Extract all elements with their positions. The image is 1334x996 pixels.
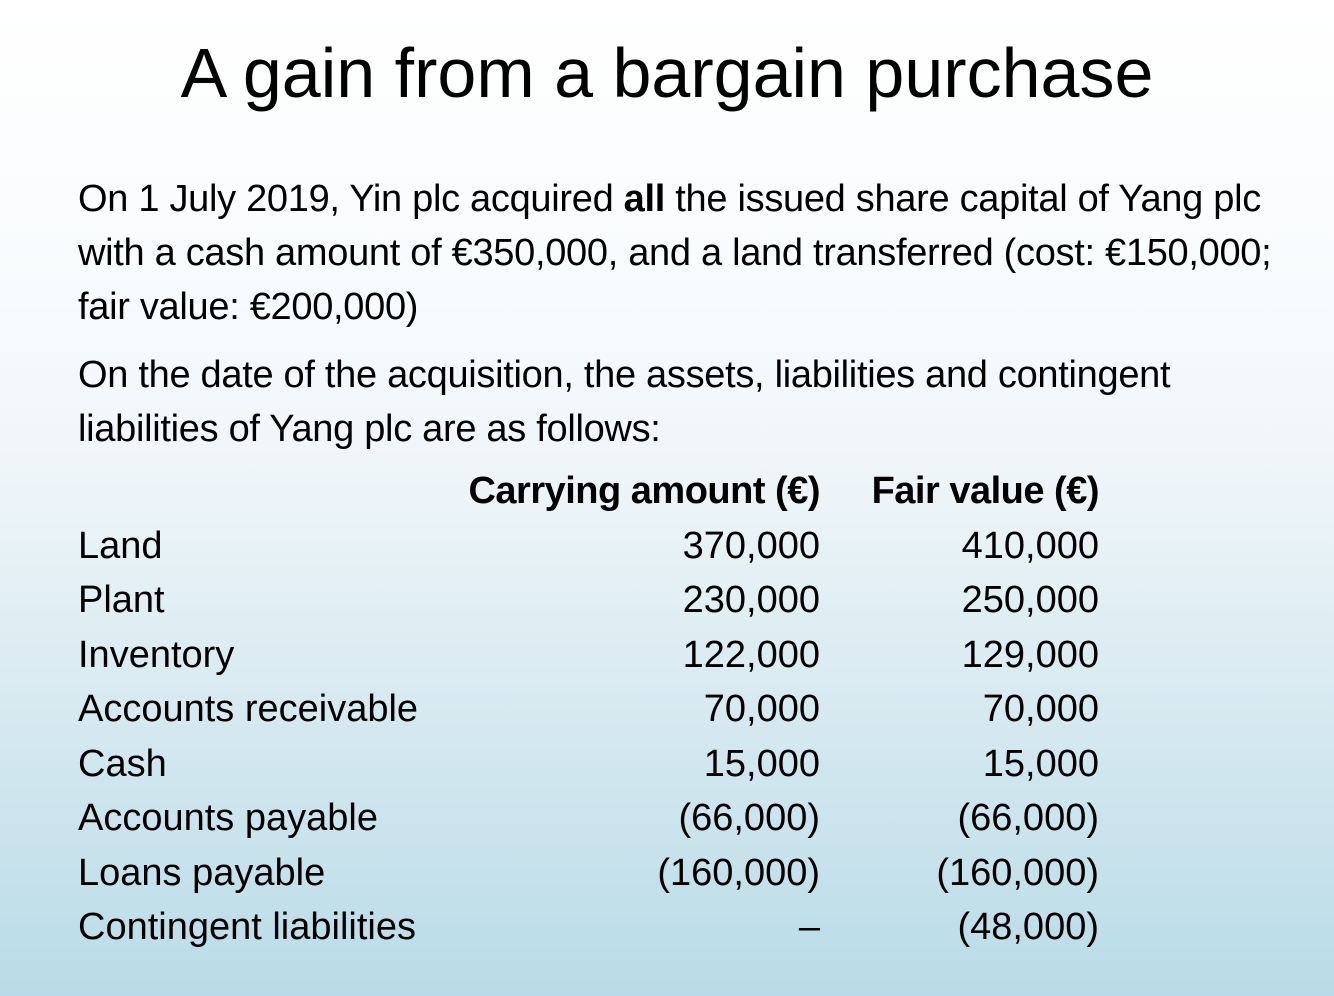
row-carrying-amount: 370,000 — [682, 524, 820, 567]
intro-paragraph: On 1 July 2019, Yin plc acquired all the… — [78, 172, 1308, 334]
acquisition-paragraph: On the date of the acquisition, the asse… — [78, 354, 1171, 450]
table-row: Inventory 122,000 129,000 — [78, 628, 1118, 683]
row-carrying-amount: (160,000) — [657, 851, 820, 894]
table-row: Cash 15,000 15,000 — [78, 737, 1118, 792]
row-fair-value: 250,000 — [961, 579, 1099, 621]
row-carrying-amount: (66,000) — [678, 797, 820, 839]
intro-text-bold: all — [623, 178, 666, 220]
row-label: Loans payable — [78, 851, 326, 894]
slide-title: A gain from a bargain purchase — [180, 34, 1154, 112]
row-label: Cash — [78, 742, 167, 785]
header-fair-value: Fair value (€) — [871, 470, 1100, 512]
row-carrying-amount: 70,000 — [703, 688, 820, 730]
table-row: Accounts receivable 70,000 70,000 — [78, 682, 1118, 737]
row-label: Land — [78, 524, 163, 567]
row-carrying-amount: 122,000 — [682, 633, 820, 676]
row-label: Inventory — [78, 633, 235, 676]
row-label: Contingent liabilities — [78, 906, 416, 948]
intro-text-start: On 1 July 2019, Yin plc acquired — [78, 178, 624, 220]
row-label: Accounts receivable — [78, 688, 419, 730]
row-label: Plant — [78, 579, 165, 621]
header-carrying-amount: Carrying amount (€) — [468, 470, 820, 512]
table-row: Contingent liabilities – (48,000) — [78, 900, 1118, 955]
table-row: Loans payable (160,000) (160,000) — [78, 846, 1118, 901]
row-fair-value: (66,000) — [957, 797, 1099, 839]
row-fair-value: 410,000 — [961, 524, 1099, 567]
table-row: Land 370,000 410,000 — [78, 519, 1118, 574]
table-row: Accounts payable (66,000) (66,000) — [78, 791, 1118, 846]
row-carrying-amount: 230,000 — [682, 579, 820, 621]
intro-text-end: the issued share capital of Yang plc wit… — [78, 178, 1272, 328]
row-fair-value: (48,000) — [957, 906, 1099, 948]
table-header-row: Carrying amount (€) Fair value (€) — [78, 464, 1118, 519]
row-fair-value: (160,000) — [936, 851, 1099, 894]
row-label: Accounts payable — [78, 797, 378, 839]
balance-table: Carrying amount (€) Fair value (€) Land … — [78, 464, 1118, 955]
row-fair-value: 129,000 — [961, 633, 1099, 676]
row-carrying-amount: – — [798, 906, 820, 948]
row-fair-value: 70,000 — [982, 688, 1099, 730]
row-fair-value: 15,000 — [982, 742, 1099, 785]
row-carrying-amount: 15,000 — [703, 742, 820, 785]
table-row: Plant 230,000 250,000 — [78, 573, 1118, 628]
